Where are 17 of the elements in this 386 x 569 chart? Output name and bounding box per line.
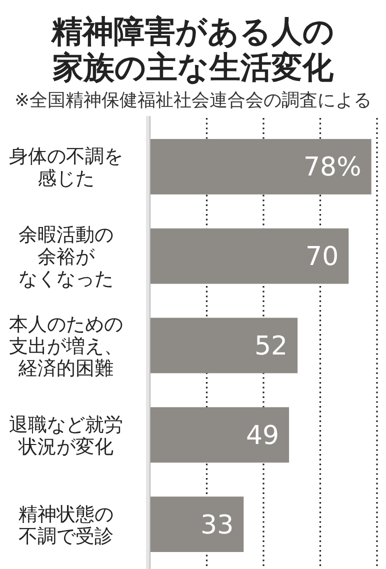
subtitle: ※全国精神保健福祉社会連合会の調査による bbox=[14, 90, 372, 111]
bar bbox=[150, 228, 349, 284]
category: 余暇活動の余裕がなくなった bbox=[18, 224, 114, 290]
value-label: 70 bbox=[306, 242, 339, 272]
category: 本人のための支出が増え、経済的困難 bbox=[9, 314, 123, 380]
bar bbox=[150, 318, 298, 374]
bar bbox=[150, 407, 290, 463]
category: 精神状態の不調で受診 bbox=[18, 503, 114, 548]
category: 身体の不調を感じた bbox=[9, 146, 123, 190]
bar bbox=[150, 496, 244, 552]
value-label: 49 bbox=[246, 420, 280, 451]
bar bbox=[150, 138, 372, 194]
category: 退職など就労状況が変化 bbox=[9, 414, 123, 458]
value-label: 78% bbox=[304, 152, 362, 183]
title: 精神障害がある人の家族の主な生活変化 bbox=[52, 14, 334, 86]
value-label: 33 bbox=[200, 510, 234, 540]
value-label: 52 bbox=[254, 332, 288, 362]
